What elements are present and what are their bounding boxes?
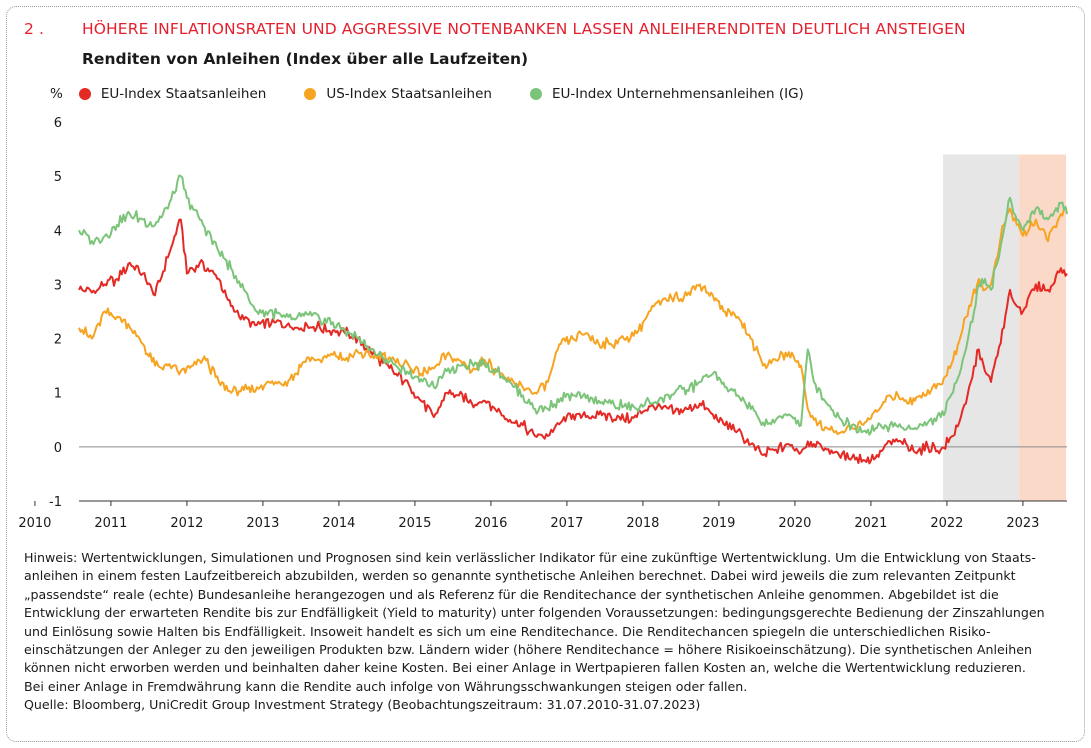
x-tick-label: 2015 [398, 516, 431, 531]
note-line: einschätzungen der Anleger zu den jeweil… [24, 642, 1032, 658]
source-line: Quelle: Bloomberg, UniCredit Group Inves… [24, 697, 701, 713]
x-tick-label: 2021 [854, 516, 887, 531]
x-tick-label: 2010 [18, 516, 51, 531]
y-tick-label: 3 [54, 278, 62, 293]
y-tick-label: -1 [49, 495, 62, 510]
line-chart: -1 0 1 2 3 4 5 6 2010 2011 2012 2013 2014 2015 2016 201… [18, 116, 1068, 531]
legend-item-eu-corp: EU-Index Unternehmensanleihen (IG) [529, 86, 804, 102]
x-tick-label: 2017 [550, 516, 583, 531]
series-line [78, 174, 1068, 436]
chart-title: 2 . HÖHERE INFLATIONSRATEN UND AGGRESSIVE… [24, 20, 1074, 38]
legend-label-eu-corp: EU-Index Unternehmensanleihen (IG) [551, 86, 804, 102]
y-tick-label: 4 [54, 224, 62, 239]
y-tick-label: 1 [54, 387, 62, 402]
legend-dot-eu-corp [529, 88, 542, 100]
x-tick-label: 2019 [702, 516, 735, 531]
note-line: anleihen in einem festen Laufzeitbereich… [24, 568, 1016, 584]
x-tick-label: 2022 [930, 516, 963, 531]
note-line: Bei einer Anlage in Fremdwährung kann di… [24, 678, 748, 694]
legend-dot-us-gov [304, 88, 317, 100]
series-line [78, 218, 1068, 465]
note-line: Entwicklung der erwarteten Rendite bis z… [24, 605, 1045, 621]
x-tick-label: 2018 [626, 516, 659, 531]
chart-title-text: HÖHERE INFLATIONSRATEN UND AGGRESSIVE NO… [82, 20, 966, 38]
legend-item-us-gov: US-Index Staatsanleihen [304, 86, 492, 102]
series-line [78, 207, 1068, 436]
y-tick-label: 5 [54, 170, 62, 185]
x-tick-label: 2011 [94, 516, 127, 531]
axes: -1 0 1 2 3 4 5 6 2010 2011 2012 2013 2014 2015 2016 201… [18, 116, 1067, 531]
note-line: können nicht erworben werden und beinhal… [24, 660, 1026, 676]
chart-notes: Hinweis: Wertentwicklungen, Simulationen… [24, 549, 1070, 715]
y-tick-label: 0 [54, 441, 62, 456]
x-tick-label: 2016 [474, 516, 507, 531]
legend-dot-eu-gov [78, 88, 91, 100]
legend-label-us-gov: US-Index Staatsanleihen [326, 86, 492, 102]
x-tick-label: 2020 [778, 516, 811, 531]
x-tick-label: 2012 [170, 516, 203, 531]
chart-subtitle: Renditen von Anleihen (Index über alle L… [82, 50, 529, 68]
chart-card-frame [6, 6, 1085, 742]
x-tick-label: 2014 [322, 516, 355, 531]
y-axis-unit: % [50, 86, 63, 102]
note-line: und Einlösung sowie Halten bis Endfällig… [24, 623, 991, 639]
note-line: Hinweis: Wertentwicklungen, Simulationen… [24, 550, 1036, 565]
legend-item-eu-gov: EU-Index Staatsanleihen [78, 86, 267, 102]
legend-label-eu-gov: EU-Index Staatsanleihen [100, 86, 267, 102]
series-lines [78, 174, 1068, 465]
y-tick-label: 2 [54, 333, 62, 348]
y-tick-label: 6 [54, 116, 62, 131]
x-tick-label: 2023 [1006, 516, 1039, 531]
note-line: „passendste“ reale (echte) Bundesanleihe… [24, 586, 999, 602]
x-tick-label: 2013 [246, 516, 279, 531]
chart-header: 2 . HÖHERE INFLATIONSRATEN UND AGGRESSIVE… [24, 20, 1074, 68]
chart-number: 2 . [24, 20, 45, 38]
chart-legend: % EU-Index Staatsanleihen US-Index Staat… [50, 86, 842, 102]
